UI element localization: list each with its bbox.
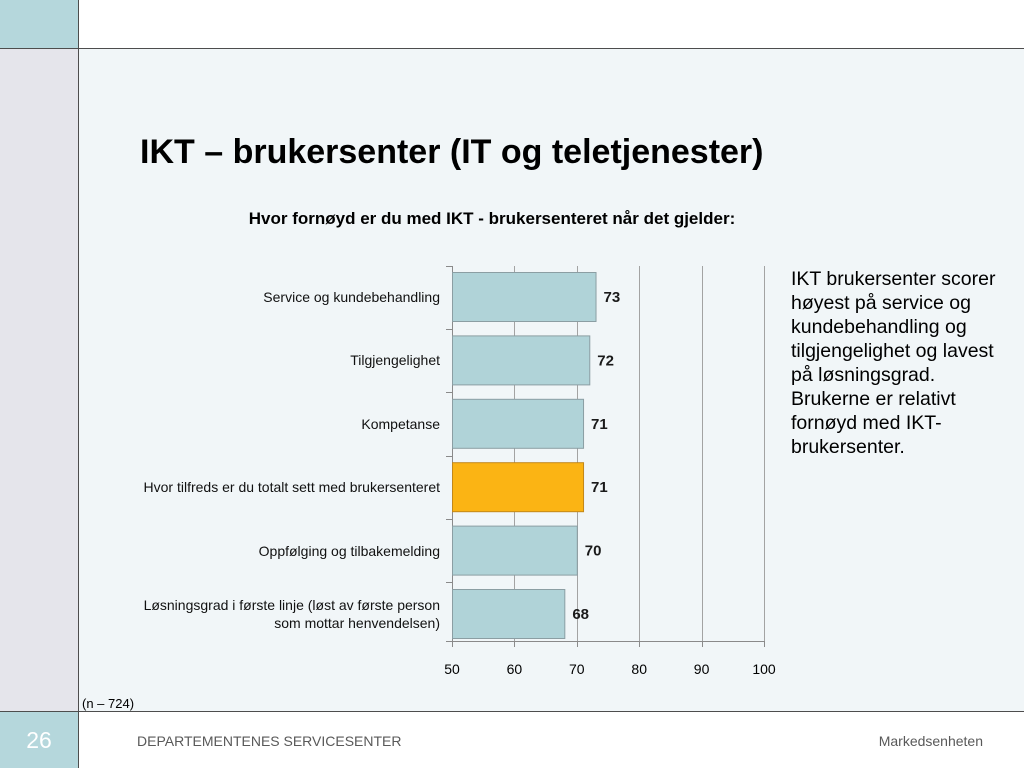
bar-6 — [452, 589, 566, 639]
bar-5 — [452, 525, 578, 576]
bar-1 — [452, 272, 597, 322]
category-label-6: Løsningsgrad i første linje (løst av før… — [143, 597, 440, 631]
footer-rule — [0, 711, 1024, 712]
footer-organization: DEPARTEMENTENES SERVICESENTER — [137, 733, 402, 749]
header-rule — [0, 48, 1024, 49]
x-tick-label-70: 70 — [569, 661, 585, 677]
x-tick-label-100: 100 — [752, 661, 776, 677]
value-label-2: 72 — [597, 352, 614, 369]
category-label-3: Kompetanse — [361, 415, 440, 432]
page-number: 26 — [26, 727, 52, 753]
commentary-text: IKT brukersenter scorer høyest på servic… — [791, 268, 996, 458]
slide-title: IKT – brukersenter (IT og teletjenester) — [140, 133, 764, 171]
value-label-5: 70 — [585, 543, 602, 560]
x-tick-label-90: 90 — [694, 661, 710, 677]
x-tick-label-50: 50 — [444, 661, 460, 677]
bar-3 — [452, 398, 585, 449]
x-tick-label-80: 80 — [631, 661, 647, 677]
bar-chart: Hvor fornøyd er du med IKT - brukersente… — [249, 209, 776, 677]
value-label-6: 68 — [572, 606, 589, 623]
sample-size-note: (n – 724) — [82, 696, 135, 711]
chart-title: Hvor fornøyd er du med IKT - brukersente… — [249, 209, 735, 228]
bar-4 — [452, 462, 585, 513]
left-sidebar — [0, 49, 78, 711]
sidebar-divider — [78, 0, 79, 768]
x-tick-label-60: 60 — [507, 661, 523, 677]
corner-accent-block — [0, 0, 78, 48]
category-label-1: Service og kundebehandling — [263, 289, 440, 305]
category-label-5: Oppfølging og tilbakemelding — [258, 542, 440, 559]
value-label-1: 73 — [604, 289, 621, 306]
category-label-2: Tilgjengelighet — [350, 352, 440, 369]
value-label-3: 71 — [591, 416, 608, 433]
value-label-4: 71 — [591, 479, 608, 496]
footer-unit: Markedsenheten — [878, 733, 983, 749]
bar-2 — [452, 335, 591, 386]
page-number-block: 26 — [0, 712, 78, 768]
category-label-4: Hvor tilfreds er du totalt sett med bruk… — [143, 479, 440, 496]
